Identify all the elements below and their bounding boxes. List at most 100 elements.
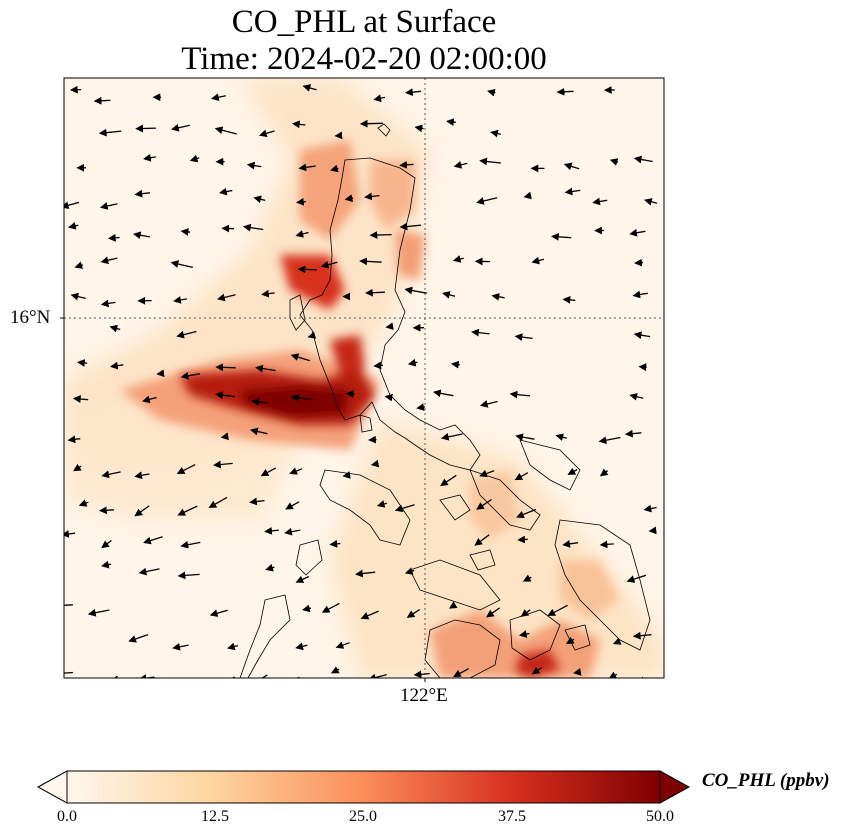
plot-frame: [63, 77, 665, 679]
wind-arrow: [373, 361, 383, 370]
wind-arrow: [547, 604, 568, 616]
wind-arrow: [491, 292, 505, 301]
colorbar-extend-max: [659, 770, 691, 804]
wind-arrow: [72, 463, 82, 472]
wind-arrow: [629, 393, 644, 401]
wind-arrow: [143, 153, 156, 162]
wind-arrow: [74, 261, 84, 269]
wind-arrow: [302, 604, 312, 613]
wind-arrow: [563, 162, 580, 171]
wind-arrow: [253, 195, 266, 204]
wind-arrow: [68, 221, 79, 230]
wind-arrow: [479, 157, 501, 166]
wind-arrow: [555, 433, 567, 441]
wind-arrow: [156, 369, 165, 378]
wind-arrow: [476, 197, 498, 205]
wind-arrow: [110, 361, 124, 370]
wind-arrow: [479, 469, 495, 478]
wind-arrow: [250, 674, 268, 678]
wind-arrow: [516, 508, 537, 519]
wind-arrow: [177, 571, 200, 580]
y-tick-label: 16°N: [10, 307, 51, 328]
wind-arrow: [406, 609, 420, 618]
wind-arrow: [290, 393, 313, 402]
colorbar: [36, 770, 691, 804]
wind-arrow: [592, 197, 608, 206]
coastlines: [239, 123, 651, 678]
wind-arrow: [87, 608, 110, 617]
wind-arrow: [330, 666, 340, 674]
wind-arrow: [448, 601, 458, 609]
wind-arrow: [70, 292, 86, 301]
wind-arrow: [334, 131, 343, 140]
wind-arrow: [442, 291, 456, 299]
wind-arrow: [172, 642, 189, 651]
wind-arrow: [365, 288, 385, 297]
wind-arrow: [170, 260, 193, 269]
wind-arrow: [551, 232, 572, 241]
wind-arrow: [476, 499, 492, 510]
chart-title: CO_PHL at Surface: [231, 4, 497, 40]
wind-arrow: [209, 609, 228, 617]
wind-arrow: [404, 286, 427, 295]
wind-arrow: [135, 124, 156, 133]
wind-arrow: [490, 129, 502, 138]
wind-arrow: [633, 155, 653, 164]
wind-arrow: [134, 189, 151, 198]
wind-arrow: [531, 256, 545, 265]
wind-arrow: [291, 120, 306, 129]
wind-arrow: [407, 358, 418, 367]
wind-arrow: [101, 560, 112, 569]
wind-arrow: [599, 468, 609, 477]
wind-arrow: [609, 158, 619, 166]
wind-arrow: [109, 324, 121, 333]
wind-arrow: [143, 536, 163, 545]
wind-arrow: [404, 567, 415, 575]
wind-arrow: [486, 607, 501, 618]
wind-arrow: [93, 96, 111, 105]
wind-arrow: [215, 363, 236, 372]
wind-arrow: [64, 530, 76, 538]
colorbar-tick-label: 12.5: [201, 808, 229, 825]
wind-arrow: [295, 230, 309, 238]
wind-arrow: [101, 539, 112, 549]
wind-arrow: [296, 676, 300, 678]
wind-arrow: [450, 360, 460, 369]
wind-arrow: [242, 223, 264, 232]
wind-arrow: [261, 289, 275, 298]
wind-arrow: [413, 670, 430, 678]
wind-arrow: [180, 371, 201, 380]
wind-arrow: [565, 636, 575, 645]
plume-medium: [300, 140, 360, 240]
wind-arrow: [385, 322, 394, 331]
wind-arrow: [100, 299, 116, 308]
colorbar-tick-label: 0.0: [57, 808, 77, 825]
wind-arrow: [100, 256, 118, 265]
wind-arrow: [440, 432, 463, 441]
wind-arrow: [644, 198, 658, 206]
wind-arrow: [573, 668, 582, 676]
wind-arrow: [531, 666, 543, 675]
wind-arrow: [359, 119, 383, 128]
wind-arrow: [416, 403, 426, 411]
colorbar-label: CO_PHL (ppbv): [702, 770, 830, 791]
wind-arrow: [176, 330, 197, 339]
wind-arrow: [471, 328, 490, 337]
wind-arrow: [171, 123, 190, 132]
wind-arrow: [523, 191, 532, 200]
plume-medium: [560, 560, 620, 620]
wind-arrow: [517, 535, 528, 544]
wind-arrow: [180, 540, 201, 549]
wind-arrow: [364, 192, 380, 201]
wind-arrow: [180, 228, 191, 236]
wind-vectors: [64, 84, 658, 678]
wind-arrow: [514, 333, 533, 341]
wind-arrow: [520, 609, 531, 617]
wind-arrow: [284, 527, 301, 536]
x-tick-label: 122°E: [400, 685, 448, 706]
wind-arrow: [255, 364, 276, 373]
wind-arrow: [213, 460, 233, 469]
colorbar-gradient: [66, 770, 661, 804]
wind-arrow: [637, 676, 647, 678]
wind-arrow: [345, 390, 355, 398]
